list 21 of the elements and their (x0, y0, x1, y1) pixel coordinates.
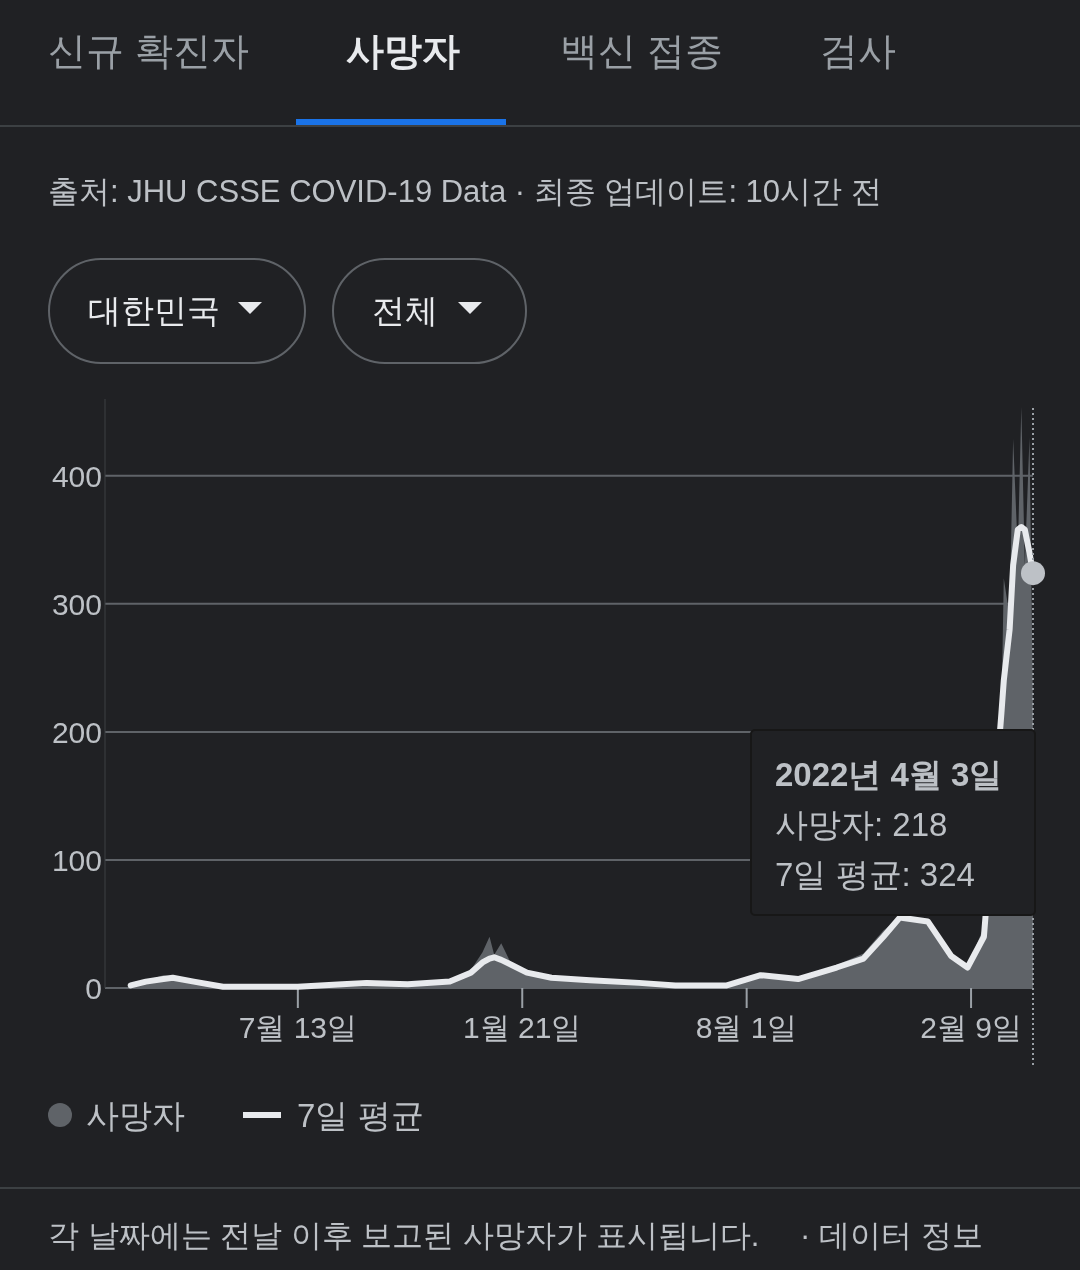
y-tick-label: 200 (51, 715, 102, 749)
x-tick-label: 2월 9일 (920, 1011, 1022, 1044)
y-tick-label: 300 (51, 587, 102, 621)
text: 신규 확진자 (48, 30, 249, 72)
text: 대한민국 (88, 292, 220, 329)
x-tick-label: 8월 1일 (695, 1011, 798, 1044)
legend-label: 7일 평균 (297, 1097, 424, 1134)
y-tick-label: 100 (51, 843, 102, 877)
text: · 데이터 정보 (800, 1218, 983, 1253)
text: 전체 (372, 292, 438, 329)
x-tick-label: 1월 21일 (463, 1011, 582, 1044)
text: 검사 (820, 30, 896, 72)
text: 각 날짜에는 전날 이후 보고된 사망자가 표시됩니다. (48, 1218, 760, 1253)
y-tick-label: 400 (51, 459, 102, 493)
text: 사망자 (346, 30, 460, 72)
x-tick-label: 7월 13일 (238, 1011, 358, 1044)
source-note: 출처: JHU CSSE COVID-19 Data · 최종 업데이트: 10시간 전 (48, 174, 882, 209)
y-tick-label: 0 (85, 972, 102, 1005)
annotation: 2022년 4월 3일 사망자: 218 7일 평균: 324 (775, 756, 1003, 893)
text: 백신 접종 (560, 30, 723, 72)
legend-label: 사망자 (86, 1097, 185, 1134)
